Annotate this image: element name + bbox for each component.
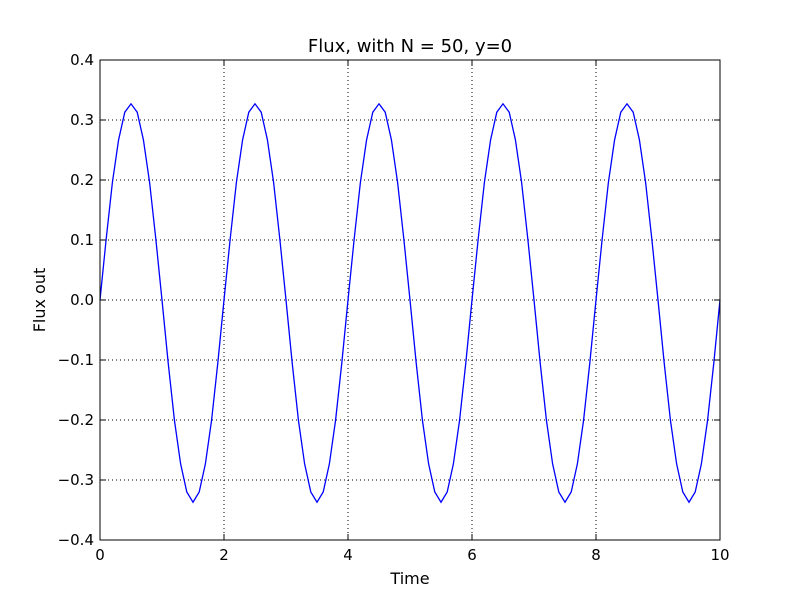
x-tick-label: 2 bbox=[219, 546, 229, 564]
y-tick-label: 0.0 bbox=[70, 291, 94, 309]
y-tick-label: −0.3 bbox=[58, 471, 94, 489]
y-tick-label: −0.4 bbox=[58, 531, 94, 549]
grid bbox=[100, 60, 720, 540]
y-axis-label: Flux out bbox=[30, 268, 49, 333]
ticks: 0 2 4 6 8 10 −0.4 −0.3 −0.2 −0.1 0.0 0.1 0.2 0.3 0.4 bbox=[58, 51, 730, 564]
series-line bbox=[99, 102, 721, 504]
y-tick-label: 0.3 bbox=[70, 111, 94, 129]
y-tick-label: 0.4 bbox=[70, 51, 94, 69]
x-axis-label: Time bbox=[389, 569, 429, 588]
x-tick-label: 10 bbox=[710, 546, 729, 564]
y-tick-label: −0.1 bbox=[58, 351, 94, 369]
y-tick-label: 0.2 bbox=[70, 171, 94, 189]
y-tick-label: −0.2 bbox=[58, 411, 94, 429]
y-tick-label: 0.1 bbox=[70, 231, 94, 249]
series-layer bbox=[99, 102, 721, 504]
x-tick-label: 8 bbox=[591, 546, 601, 564]
chart-title: Flux, with N = 50, y=0 bbox=[308, 36, 512, 57]
x-tick-label: 4 bbox=[343, 546, 353, 564]
x-tick-label: 6 bbox=[467, 546, 477, 564]
x-tick-label: 0 bbox=[95, 546, 105, 564]
